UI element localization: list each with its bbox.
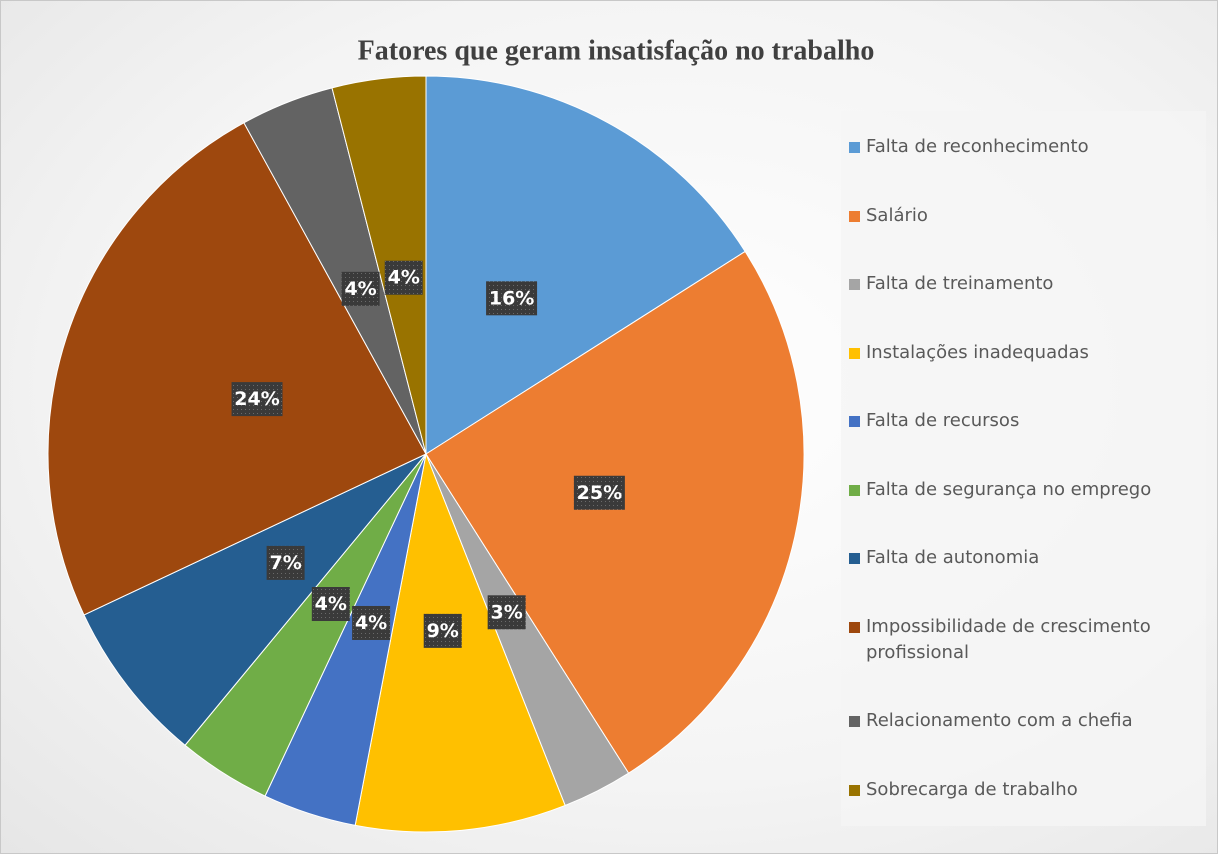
legend-label: Relacionamento com a chefia: [866, 710, 1133, 732]
legend-swatch: [849, 553, 860, 565]
data-label-box: [487, 595, 526, 630]
pie-slice: [425, 250, 805, 774]
legend-label: Falta de segurança no emprego: [866, 478, 1152, 500]
chart-title: Fatores que geram insatisfação no trabal…: [358, 35, 875, 66]
data-label-box: [231, 382, 283, 417]
legend-item: Falta de segurança no emprego: [841, 477, 1206, 503]
legend-label: Falta de reconhecimento: [866, 136, 1089, 158]
data-label: 3%: [491, 601, 523, 623]
data-label: 4%: [344, 278, 376, 300]
data-label-box: [486, 281, 538, 316]
legend-swatch: [849, 784, 860, 796]
legend-item: Impossibilidade de crescimento profissio…: [841, 614, 1206, 666]
pie-slice: [47, 122, 427, 616]
legend-swatch: [849, 416, 860, 428]
legend-item: Relacionamento com a chefia: [841, 708, 1206, 734]
legend-label: Falta de autonomia: [866, 547, 1040, 569]
legend-item: Instalações inadequadas: [841, 340, 1206, 366]
data-label: 9%: [427, 620, 459, 642]
data-label: 4%: [355, 612, 387, 634]
legend-label: Salário: [866, 204, 928, 226]
legend-item: Falta de autonomia: [841, 545, 1206, 571]
legend-swatch: [849, 716, 860, 728]
data-label-box: [352, 605, 391, 640]
data-label: 16%: [489, 287, 534, 309]
pie-slice: [425, 75, 746, 455]
data-label: 24%: [234, 388, 279, 410]
data-label-box: [423, 613, 462, 648]
data-label-box: [311, 587, 350, 622]
legend-label: Falta de treinamento: [866, 273, 1054, 295]
legend: Falta de reconhecimento Salário Falta de t…: [841, 111, 1206, 826]
legend-item: Falta de recursos: [841, 408, 1206, 434]
legend-swatch: [849, 279, 860, 291]
legend-item: Falta de reconhecimento: [841, 134, 1206, 160]
legend-label: Sobrecarga de trabalho: [866, 778, 1078, 800]
data-label: 4%: [315, 593, 347, 615]
data-label: 4%: [388, 267, 420, 289]
legend-swatch: [849, 347, 860, 359]
data-label-box: [573, 475, 625, 510]
legend-swatch: [849, 484, 860, 496]
data-label: 25%: [577, 482, 622, 504]
legend-swatch: [849, 210, 860, 222]
data-label-box: [266, 545, 305, 580]
legend-label: Impossibilidade de crescimento profissio…: [866, 615, 1151, 663]
data-label-box: [341, 271, 380, 306]
data-label-box: [384, 260, 423, 295]
data-label: 7%: [269, 552, 301, 574]
legend-label: Instalações inadequadas: [866, 341, 1089, 363]
legend-swatch: [849, 142, 860, 154]
legend-item: Sobrecarga de trabalho: [841, 777, 1206, 803]
legend-item: Falta de treinamento: [841, 271, 1206, 297]
pie-slice: [331, 75, 427, 455]
legend-item: Salário: [841, 203, 1206, 229]
legend-swatch: [849, 621, 860, 633]
pie-slice: [83, 453, 427, 746]
legend-label: Falta de recursos: [866, 410, 1020, 432]
